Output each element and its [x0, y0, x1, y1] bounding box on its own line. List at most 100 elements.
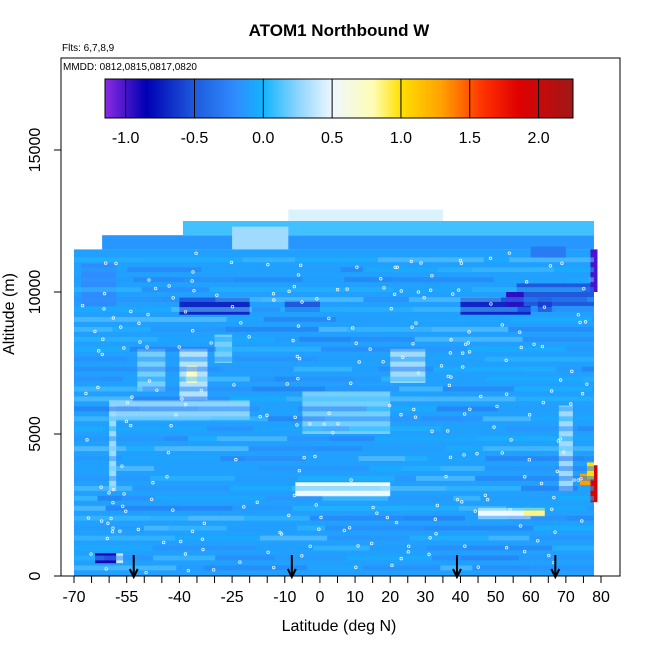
sample-point — [430, 429, 434, 434]
sample-point — [536, 539, 540, 543]
track-stripe — [458, 505, 507, 511]
track-stripe — [297, 525, 326, 531]
sample-point — [336, 422, 340, 426]
track-stripe — [343, 307, 413, 312]
sample-point — [183, 310, 188, 314]
track-stripe — [105, 505, 180, 511]
track-stripe — [220, 515, 245, 521]
sample-point — [579, 477, 583, 481]
chart-title: ATOM1 Northbound W — [249, 21, 431, 40]
track-stripe — [423, 525, 534, 531]
sample-point — [297, 356, 302, 361]
sample-point — [130, 395, 134, 399]
sample-point — [422, 295, 426, 300]
track-stripe — [466, 346, 566, 352]
colorbar-tick-label: -1.0 — [112, 130, 140, 147]
track-stripe — [127, 267, 202, 273]
sample-point — [247, 335, 251, 339]
track-stripe — [171, 307, 253, 312]
track-stripe — [108, 466, 155, 471]
sample-point — [106, 521, 110, 525]
track-stripe — [551, 476, 594, 481]
track-stripe — [518, 555, 594, 561]
sample-point — [395, 265, 399, 270]
track-stripe — [437, 267, 473, 273]
track-stripe — [362, 446, 446, 452]
sample-point — [104, 567, 108, 571]
sample-point — [495, 404, 499, 409]
track-stripe — [74, 356, 127, 362]
track-stripe — [369, 466, 403, 471]
track-stripe — [220, 366, 294, 372]
track-stripe — [121, 495, 156, 501]
sample-point — [455, 497, 460, 502]
sample-point — [463, 544, 467, 548]
track-stripe — [362, 565, 441, 571]
sample-point — [171, 296, 175, 300]
track-stripe — [280, 307, 344, 312]
track-stripe — [325, 525, 424, 531]
sample-point — [393, 265, 397, 270]
track-stripe — [394, 476, 416, 481]
track-stripe — [249, 376, 275, 382]
sample-point — [200, 537, 205, 541]
sample-point — [448, 351, 453, 355]
y-tick-label: 5000 — [27, 416, 44, 452]
track-stripe — [74, 376, 102, 382]
sample-point — [416, 371, 421, 375]
track-stripe — [154, 466, 259, 471]
track-stripe — [565, 277, 590, 283]
sample-point — [161, 540, 166, 545]
track-stripe — [505, 426, 578, 432]
sample-point — [183, 552, 188, 556]
sample-point — [451, 292, 455, 296]
track-stripe — [274, 555, 347, 561]
track-stripe — [209, 287, 300, 292]
track-stripe — [260, 297, 364, 302]
sample-point — [356, 544, 360, 548]
track-stripe — [517, 307, 556, 312]
sample-point — [368, 347, 372, 351]
sample-point — [335, 287, 340, 292]
track-stripe — [482, 416, 532, 422]
flight-arrows — [128, 555, 561, 580]
track-stripe — [577, 485, 594, 491]
track-stripe — [74, 406, 140, 412]
track-stripe — [328, 376, 356, 382]
track-stripe — [355, 376, 382, 382]
track-stripe — [74, 436, 164, 442]
down-arrow-icon — [128, 555, 139, 580]
track-stripe — [363, 267, 438, 273]
sample-point — [456, 288, 461, 292]
track-stripe — [422, 396, 516, 402]
track-stripe — [188, 436, 217, 442]
track-stripe — [126, 356, 235, 362]
sample-point — [322, 422, 326, 426]
track-stripe — [150, 476, 236, 481]
track-stripe — [139, 406, 199, 412]
track-stripe — [501, 297, 588, 302]
sample-point — [570, 369, 574, 374]
track-stripe — [508, 326, 594, 332]
track-stripe — [129, 346, 217, 352]
track-stripe — [336, 316, 376, 322]
sample-point — [215, 293, 219, 298]
track-stripe — [297, 406, 367, 412]
track-stripe — [152, 545, 257, 551]
sample-point — [178, 539, 183, 544]
sample-point — [414, 321, 418, 325]
track-stripe — [324, 386, 400, 392]
sample-point — [562, 450, 566, 454]
track-stripe — [485, 456, 585, 461]
sample-point — [354, 341, 358, 345]
track-stripe — [232, 505, 293, 511]
track-stripe — [274, 336, 300, 342]
track-stripe — [307, 565, 363, 571]
sample-point — [549, 389, 554, 393]
track-stripe — [163, 436, 189, 442]
sample-point — [488, 256, 493, 260]
heat-region-19 — [590, 249, 598, 292]
sample-point — [169, 424, 173, 428]
sample-point — [467, 350, 472, 354]
sample-point — [121, 504, 125, 509]
